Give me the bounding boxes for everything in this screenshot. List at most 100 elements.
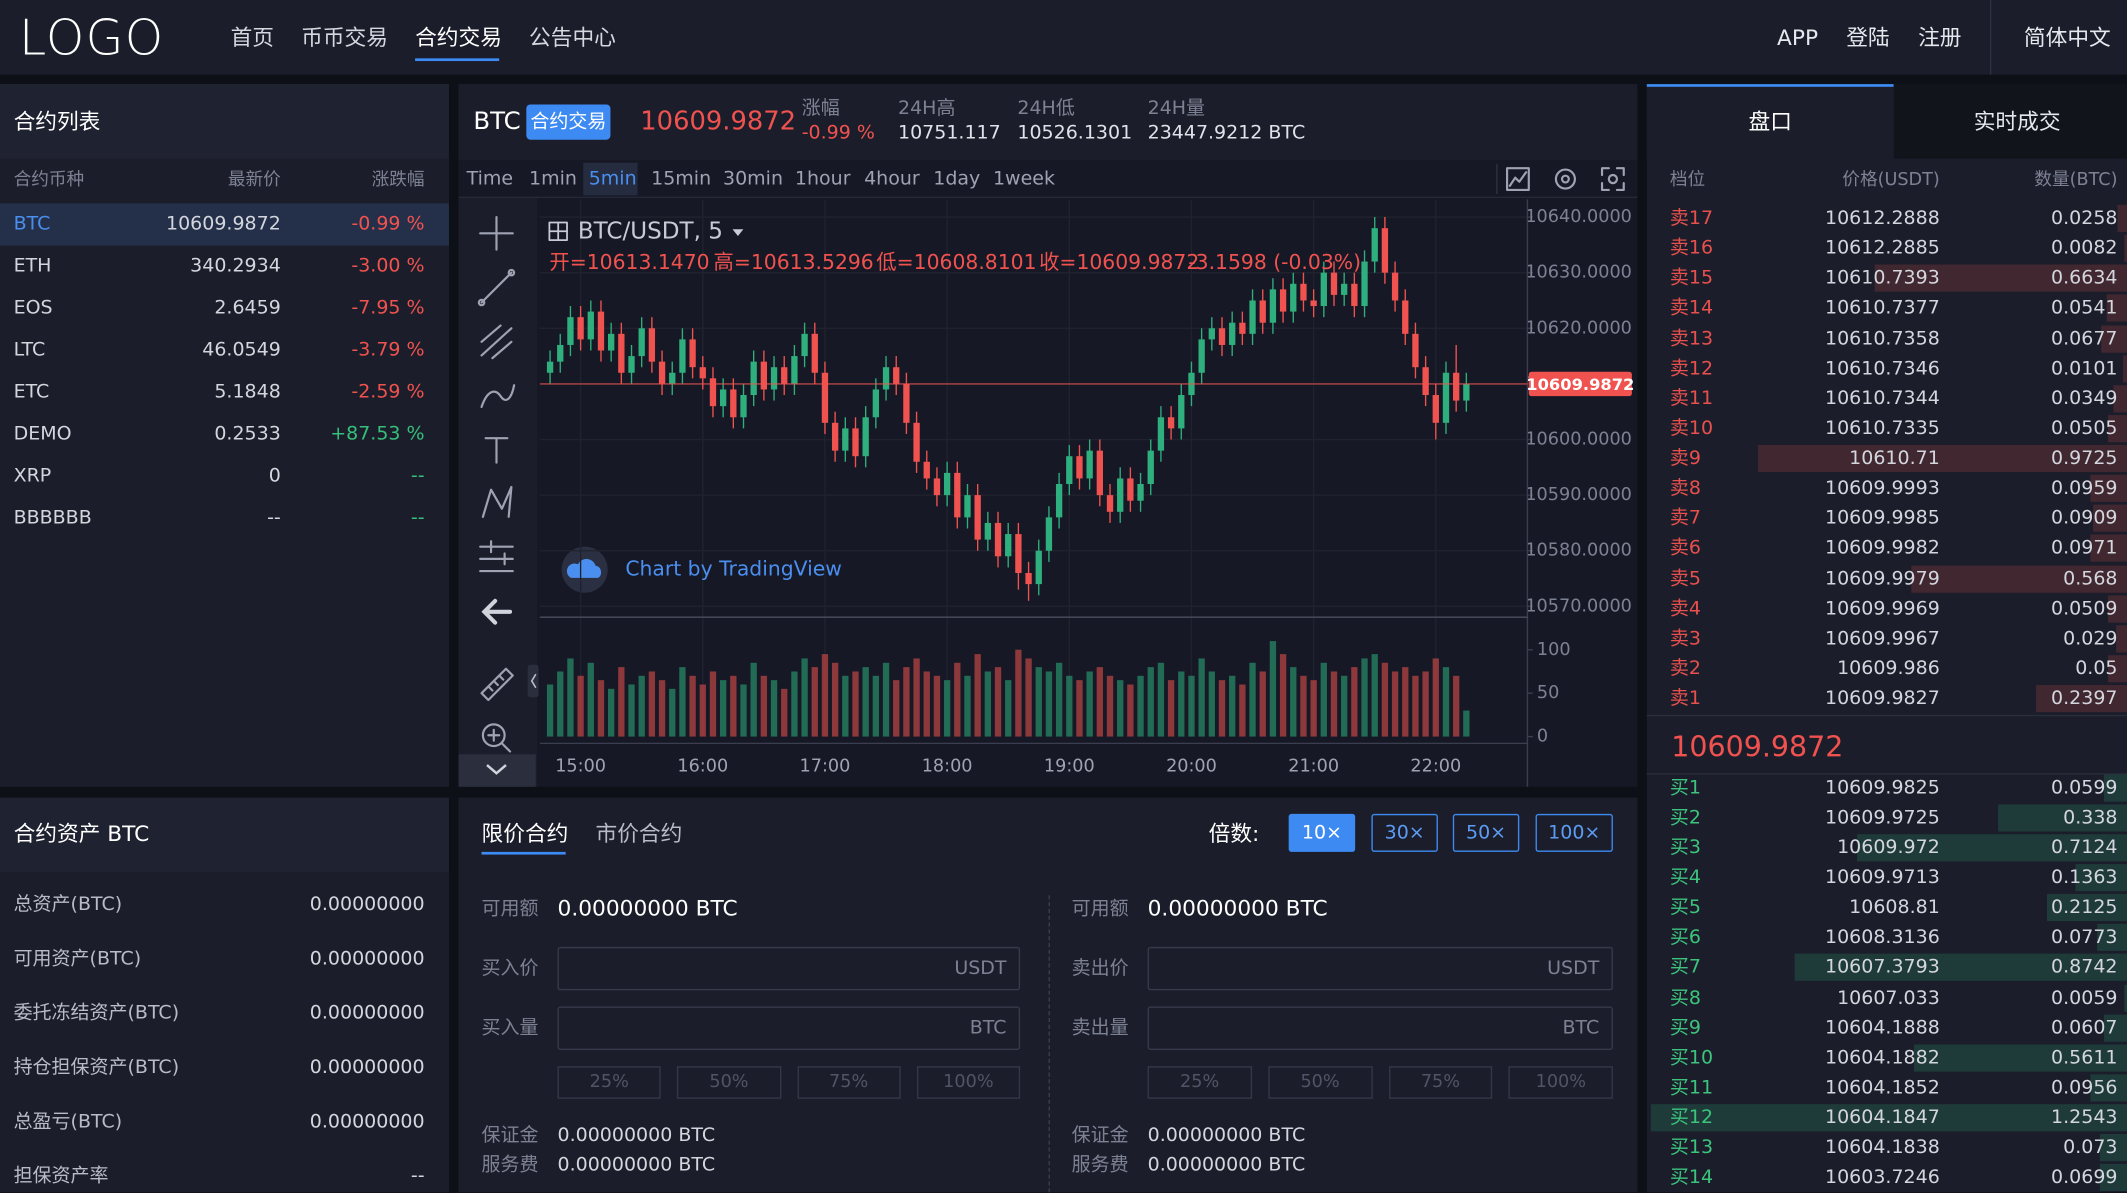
text-tool[interactable] — [484, 437, 509, 464]
badge — [526, 104, 611, 140]
nav-item[interactable]: 合约交易 — [415, 24, 502, 51]
zoom-tool[interactable] — [481, 723, 512, 753]
level-label: 卖10 — [1669, 417, 1714, 440]
contract-name[interactable]: ETC — [13, 381, 50, 403]
logo: LOGO — [18, 10, 165, 67]
interval-button[interactable]: 1hour — [794, 168, 851, 190]
candle-body — [1229, 322, 1236, 345]
candle-body — [1137, 484, 1144, 501]
nav-item[interactable]: 首页 — [230, 24, 275, 51]
asset-value: 0.00000000 — [309, 893, 425, 916]
collapse-button[interactable] — [458, 754, 536, 787]
interval-button[interactable]: 1min — [529, 168, 577, 190]
stat-label: 涨幅 — [801, 97, 840, 120]
crosshair-tool[interactable] — [479, 215, 514, 251]
brush-tool[interactable] — [480, 384, 516, 409]
nav-link[interactable]: 注册 — [1918, 24, 1962, 51]
price-input[interactable] — [557, 946, 1021, 991]
interval-button[interactable]: 30min — [723, 168, 784, 190]
interval-button[interactable]: 4hour — [864, 168, 920, 190]
price-input[interactable] — [1147, 946, 1613, 991]
position-tool[interactable] — [479, 540, 514, 573]
contract-name[interactable]: LTC — [13, 339, 46, 361]
interval-button[interactable]: 1week — [992, 168, 1055, 190]
contract-name[interactable]: EOS — [13, 297, 53, 319]
input-unit: USDT — [954, 957, 1007, 980]
orderbook-tab[interactable]: 实时成交 — [1973, 108, 2061, 135]
interval-button[interactable]: 1day — [933, 168, 981, 190]
percent-button[interactable] — [1388, 1066, 1493, 1099]
orderbook-tab-active[interactable] — [1646, 84, 1894, 159]
amount-input[interactable] — [1147, 1006, 1613, 1050]
nav-item[interactable]: 公告中心 — [529, 24, 616, 51]
percent-button[interactable] — [1267, 1066, 1373, 1099]
candle-body — [1320, 272, 1327, 307]
sidebar-handle[interactable] — [527, 664, 539, 698]
symbol-dropdown[interactable] — [732, 229, 744, 237]
contract-change: -- — [410, 465, 425, 487]
contract-name[interactable]: XRP — [13, 465, 52, 487]
orderbook-tab[interactable]: 盘口 — [1748, 108, 1792, 135]
indicator-button[interactable] — [1505, 167, 1530, 191]
percent-button[interactable] — [916, 1066, 1021, 1099]
depth-bar — [2108, 655, 2127, 683]
nav-link[interactable]: APP — [1777, 24, 1819, 51]
back-tool[interactable] — [481, 598, 513, 625]
interval-button[interactable]: Time — [466, 168, 514, 190]
leverage-button[interactable] — [1371, 813, 1438, 852]
asset-value: 0.00000000 — [309, 1056, 425, 1079]
pattern-tool[interactable] — [481, 485, 513, 518]
volume-bar — [638, 675, 645, 737]
panel-title: 合约资产 BTC — [13, 820, 150, 847]
interval-button[interactable]: 5min — [588, 168, 637, 190]
orderbook-tab[interactable] — [1893, 84, 2127, 159]
language-selector[interactable]: 简体中文 — [2023, 24, 2111, 51]
interval-active[interactable] — [583, 162, 638, 196]
depth-bar — [2124, 984, 2127, 1012]
volume-bar — [1198, 658, 1205, 737]
level-price: 10609.9979 — [1825, 567, 1940, 590]
x-tick-label: 21:00 — [1288, 756, 1339, 776]
fib-tool[interactable] — [480, 324, 513, 360]
contract-name[interactable]: BTC — [13, 212, 51, 235]
field-label: 卖出价 — [1071, 957, 1129, 980]
ruler-tool[interactable] — [480, 667, 514, 702]
depth-bar — [2113, 384, 2127, 413]
amount-input[interactable] — [557, 1006, 1021, 1050]
volume-bar — [719, 680, 727, 737]
percent-button[interactable] — [677, 1066, 781, 1099]
candle-body — [567, 317, 574, 345]
leverage-button[interactable] — [1288, 813, 1356, 852]
candle-body — [1086, 450, 1093, 479]
percent-button[interactable] — [1508, 1066, 1613, 1099]
percent-button[interactable] — [796, 1066, 901, 1099]
nav-link[interactable]: 登陆 — [1846, 24, 1890, 51]
interval-button[interactable]: 15min — [651, 168, 712, 190]
tools-column — [458, 198, 538, 787]
stat-label: 24H高 — [898, 97, 956, 120]
ohlc-legend: 收=10609.9872 — [1039, 250, 1199, 274]
candle-body — [831, 422, 839, 451]
nav-item[interactable]: 币币交易 — [301, 24, 388, 51]
leverage-button[interactable] — [1535, 813, 1613, 852]
percent-label: 100% — [1535, 1072, 1587, 1093]
depth-bar — [1911, 564, 2127, 593]
available-value: 0.00000000 BTC — [557, 895, 738, 922]
volume-bar — [1290, 667, 1297, 737]
candle-body — [913, 422, 920, 462]
volume-bar — [1066, 675, 1073, 737]
leverage-button[interactable] — [1452, 813, 1520, 852]
x-tick-label: 20:00 — [1166, 756, 1217, 776]
contract-name[interactable]: BBBBBB — [13, 507, 92, 530]
settings-button[interactable] — [1554, 168, 1576, 190]
percent-button[interactable] — [1147, 1066, 1252, 1099]
volume-bar — [648, 671, 656, 737]
contract-name[interactable]: DEMO — [13, 423, 72, 445]
line-tool[interactable] — [477, 268, 516, 307]
screenshot-button[interactable] — [1600, 167, 1625, 191]
percent-button[interactable] — [557, 1066, 661, 1099]
order-tab[interactable]: 限价合约 — [481, 820, 569, 847]
order-tab[interactable]: 市价合约 — [595, 820, 683, 847]
contract-name[interactable]: ETH — [13, 255, 52, 277]
